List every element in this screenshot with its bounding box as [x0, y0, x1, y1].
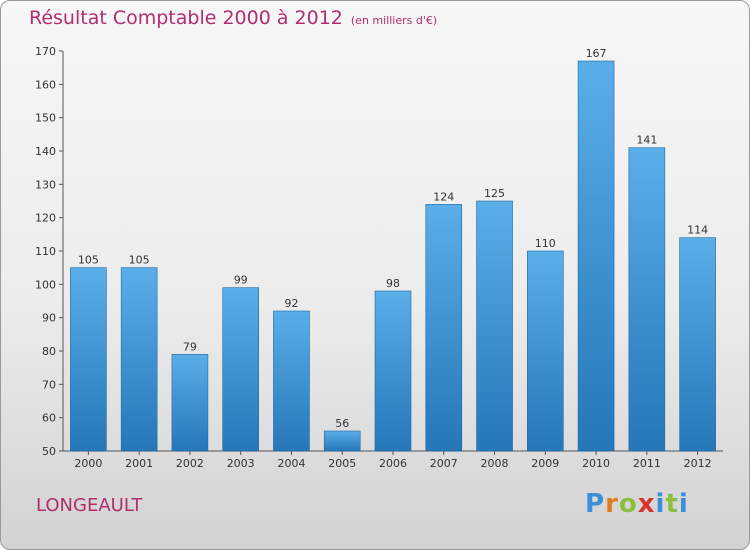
data-label: 105 — [78, 254, 99, 267]
y-tick-label: 110 — [35, 245, 56, 258]
bar — [527, 250, 564, 452]
y-tick-label: 100 — [35, 278, 56, 291]
data-label: 105 — [129, 254, 150, 267]
y-tick-label: 80 — [42, 345, 56, 358]
bar — [374, 290, 412, 452]
data-label: 141 — [636, 134, 657, 147]
x-tick-label: 2002 — [176, 457, 204, 470]
y-tick-label: 60 — [42, 412, 56, 425]
x-tick-label: 2011 — [633, 457, 661, 470]
x-tick-label: 2006 — [379, 457, 407, 470]
bar — [577, 60, 615, 452]
x-tick-label: 2003 — [227, 457, 255, 470]
y-tick-label: 70 — [42, 378, 56, 391]
data-label: 56 — [335, 417, 349, 430]
y-tick-label: 130 — [35, 178, 56, 191]
x-tick-label: 2000 — [74, 457, 102, 470]
chart-title: Résultat Comptable 2000 à 2012 (en millie… — [29, 7, 437, 29]
x-tick-label: 2007 — [430, 457, 458, 470]
data-label: 114 — [687, 224, 708, 237]
data-label: 92 — [284, 297, 298, 310]
x-tick-label: 2008 — [481, 457, 509, 470]
data-label: 124 — [433, 190, 454, 203]
bar — [679, 237, 716, 452]
y-tick-label: 50 — [42, 445, 56, 458]
bar — [222, 287, 259, 452]
data-label: 98 — [386, 277, 400, 290]
data-label: 79 — [183, 340, 197, 353]
data-label: 99 — [234, 274, 248, 287]
bar — [120, 267, 158, 452]
y-tick-label: 140 — [35, 145, 56, 158]
x-tick-label: 2004 — [277, 457, 305, 470]
x-tick-label: 2012 — [684, 457, 712, 470]
bar — [425, 204, 463, 452]
bar — [273, 310, 310, 452]
x-tick-label: 2005 — [328, 457, 356, 470]
y-tick-label: 90 — [42, 312, 56, 325]
y-tick-label: 170 — [35, 45, 56, 58]
y-tick-label: 150 — [35, 112, 56, 125]
x-tick-label: 2009 — [531, 457, 559, 470]
data-label: 167 — [586, 47, 607, 60]
bar — [628, 147, 666, 452]
proxiti-logo: Proxiti — [585, 489, 689, 519]
x-tick-label: 2001 — [125, 457, 153, 470]
bar — [323, 430, 361, 452]
data-label: 125 — [484, 187, 505, 200]
bar — [70, 267, 107, 452]
bar — [171, 354, 209, 452]
chart-unit-note: (en milliers d'€) — [350, 14, 438, 27]
data-label: 110 — [535, 237, 556, 250]
y-tick-label: 120 — [35, 212, 56, 225]
x-tick-label: 2010 — [582, 457, 610, 470]
y-tick-label: 160 — [35, 78, 56, 91]
commune-name: LONGEAULT — [36, 495, 143, 516]
bar — [476, 200, 513, 452]
chart-title-main: Résultat Comptable 2000 à 2012 — [29, 7, 343, 29]
